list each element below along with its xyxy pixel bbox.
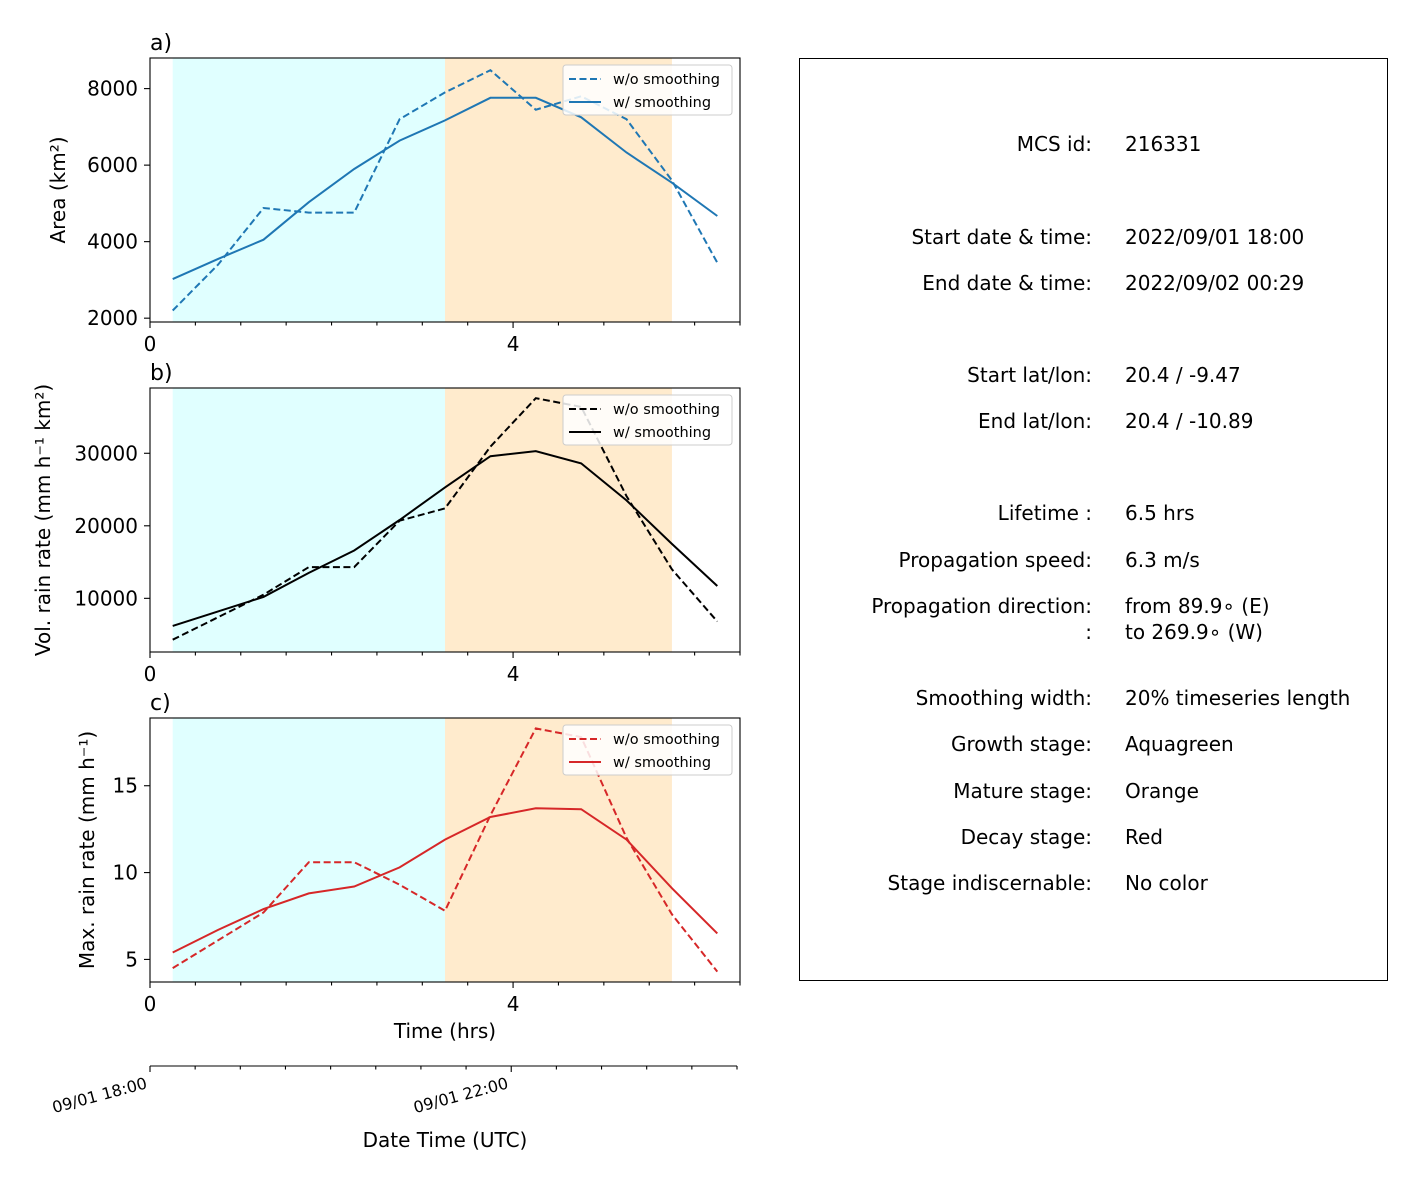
legend-label: w/ smoothing (613, 755, 711, 771)
x-tick-label: 4 (507, 662, 520, 686)
series-line-raw (172, 397, 719, 641)
legend: w/o smoothing w/ smoothing (562, 64, 733, 116)
info-row: : to 269.9∘ (W) (800, 619, 1387, 645)
y-tick-label: 10000 (74, 586, 138, 610)
info-key: Propagation direction: (871, 594, 1092, 618)
info-row: Mature stage: Orange (800, 778, 1387, 804)
legend-label: w/ smoothing (613, 95, 711, 111)
series-line-smoothed (172, 807, 719, 954)
info-row: Start date & time: 2022/09/01 18:00 (800, 224, 1387, 250)
info-row: End date & time: 2022/09/02 00:29 (800, 270, 1387, 296)
y-axis-label: Vol. rain rate (mm h⁻¹ km²) (31, 384, 55, 656)
legend-box (562, 64, 733, 116)
info-key: Decay stage: (960, 825, 1092, 849)
info-value: 20.4 / -10.89 (1125, 409, 1254, 433)
x-tick-label: 4 (507, 992, 520, 1016)
date-tick-label: 09/01 18:00 (50, 1074, 149, 1118)
panel-c: 5 10 15 0 4 c) Max. rain rate (mm h⁻¹) Time (hr… (75, 691, 741, 1043)
growth-stage-shade (172, 58, 445, 322)
info-row: Lifetime : 6.5 hrs (800, 500, 1387, 526)
info-row: Propagation speed: 6.3 m/s (800, 547, 1387, 573)
info-value: Red (1125, 825, 1163, 849)
y-tick-label: 10 (113, 861, 138, 885)
series-line-smoothed (172, 96, 718, 281)
info-row: Propagation direction: from 89.9∘ (E) (800, 593, 1387, 619)
info-key: End date & time: (922, 271, 1092, 295)
info-key: Smoothing width: (915, 686, 1092, 710)
info-value: 216331 (1125, 132, 1202, 156)
x-tick-label: 4 (507, 332, 520, 356)
legend-label: w/o smoothing (613, 72, 720, 88)
y-tick-label: 20000 (74, 514, 138, 538)
y-tick-label: 5 (125, 947, 138, 971)
y-tick-label: 2000 (87, 306, 138, 330)
info-row: End lat/lon: 20.4 / -10.89 (800, 408, 1387, 434)
panel-a: 2000 4000 6000 8000 0 4 a) Area (km²) w/o smooth… (46, 31, 741, 356)
date-tick-label: 09/01 22:00 (411, 1074, 510, 1118)
y-tick-label: 15 (113, 774, 138, 798)
info-row: Start lat/lon: 20.4 / -9.47 (800, 362, 1387, 388)
growth-stage-shade (172, 718, 445, 982)
series-line-smoothed (172, 450, 718, 627)
legend-label: w/o smoothing (613, 402, 720, 418)
info-key: Lifetime : (997, 501, 1092, 525)
info-row: Decay stage: Red (800, 824, 1387, 850)
y-axis-label: Area (km²) (46, 136, 70, 243)
info-value: 2022/09/02 00:29 (1125, 271, 1305, 295)
axes-frame (149, 717, 741, 983)
info-value: Aquagreen (1125, 732, 1234, 756)
info-value: 6.3 m/s (1125, 548, 1200, 572)
x-axis-label: Time (hrs) (393, 1019, 496, 1043)
info-key: Propagation speed: (898, 548, 1092, 572)
legend: w/o smoothing w/ smoothing (562, 394, 733, 446)
x-tick-label: 0 (144, 992, 157, 1016)
info-value: 6.5 hrs (1125, 501, 1195, 525)
legend-label: w/ smoothing (613, 425, 711, 441)
info-key: Stage indiscernable: (887, 871, 1092, 895)
info-key: Start lat/lon: (967, 363, 1092, 387)
axes-frame (149, 387, 741, 653)
mcs-info-box: MCS id: 216331 Start date & time: 2022/09/0… (799, 58, 1388, 981)
panel-label: b) (150, 361, 173, 386)
info-value: 20.4 / -9.47 (1125, 363, 1241, 387)
info-key: : (1085, 620, 1092, 644)
series-line-raw (171, 69, 719, 312)
panel-label: c) (150, 691, 171, 716)
info-row: Stage indiscernable: No color (800, 870, 1387, 896)
info-row: Growth stage: Aquagreen (800, 731, 1387, 757)
info-key: Growth stage: (950, 732, 1092, 756)
info-key: Start date & time: (911, 225, 1092, 249)
info-value: 2022/09/01 18:00 (1125, 225, 1305, 249)
info-key: End lat/lon: (978, 409, 1092, 433)
info-value: to 269.9∘ (W) (1125, 620, 1263, 644)
panel-b: 10000 20000 30000 0 4 b) Vol. rain rate (mm h⁻… (31, 361, 741, 686)
axes-frame (149, 57, 741, 323)
info-value: No color (1125, 871, 1208, 895)
y-axis-label: Max. rain rate (mm h⁻¹) (75, 731, 99, 969)
date-axis-label: Date Time (UTC) (363, 1128, 528, 1152)
legend: w/o smoothing w/ smoothing (562, 724, 733, 776)
legend-label: w/o smoothing (613, 732, 720, 748)
x-tick-label: 0 (144, 662, 157, 686)
info-row: MCS id: 216331 (800, 131, 1387, 157)
panel-label: a) (150, 31, 172, 56)
y-tick-label: 4000 (87, 230, 138, 254)
info-value: from 89.9∘ (E) (1125, 594, 1270, 618)
x-tick-label: 0 (144, 332, 157, 356)
info-value: Orange (1125, 779, 1199, 803)
series-line-raw (172, 727, 719, 973)
legend-box (562, 724, 733, 776)
info-key: Mature stage: (953, 779, 1092, 803)
info-key: MCS id: (1016, 132, 1092, 156)
date-axis: 09/01 18:00 09/01 22:00 Date Time (UTC) (50, 1065, 738, 1152)
y-tick-label: 30000 (74, 441, 138, 465)
legend-box (562, 394, 733, 446)
info-value: 20% timeseries length (1125, 686, 1351, 710)
y-tick-label: 6000 (87, 153, 138, 177)
y-tick-label: 8000 (87, 77, 138, 101)
info-row: Smoothing width: 20% timeseries length (800, 685, 1387, 711)
